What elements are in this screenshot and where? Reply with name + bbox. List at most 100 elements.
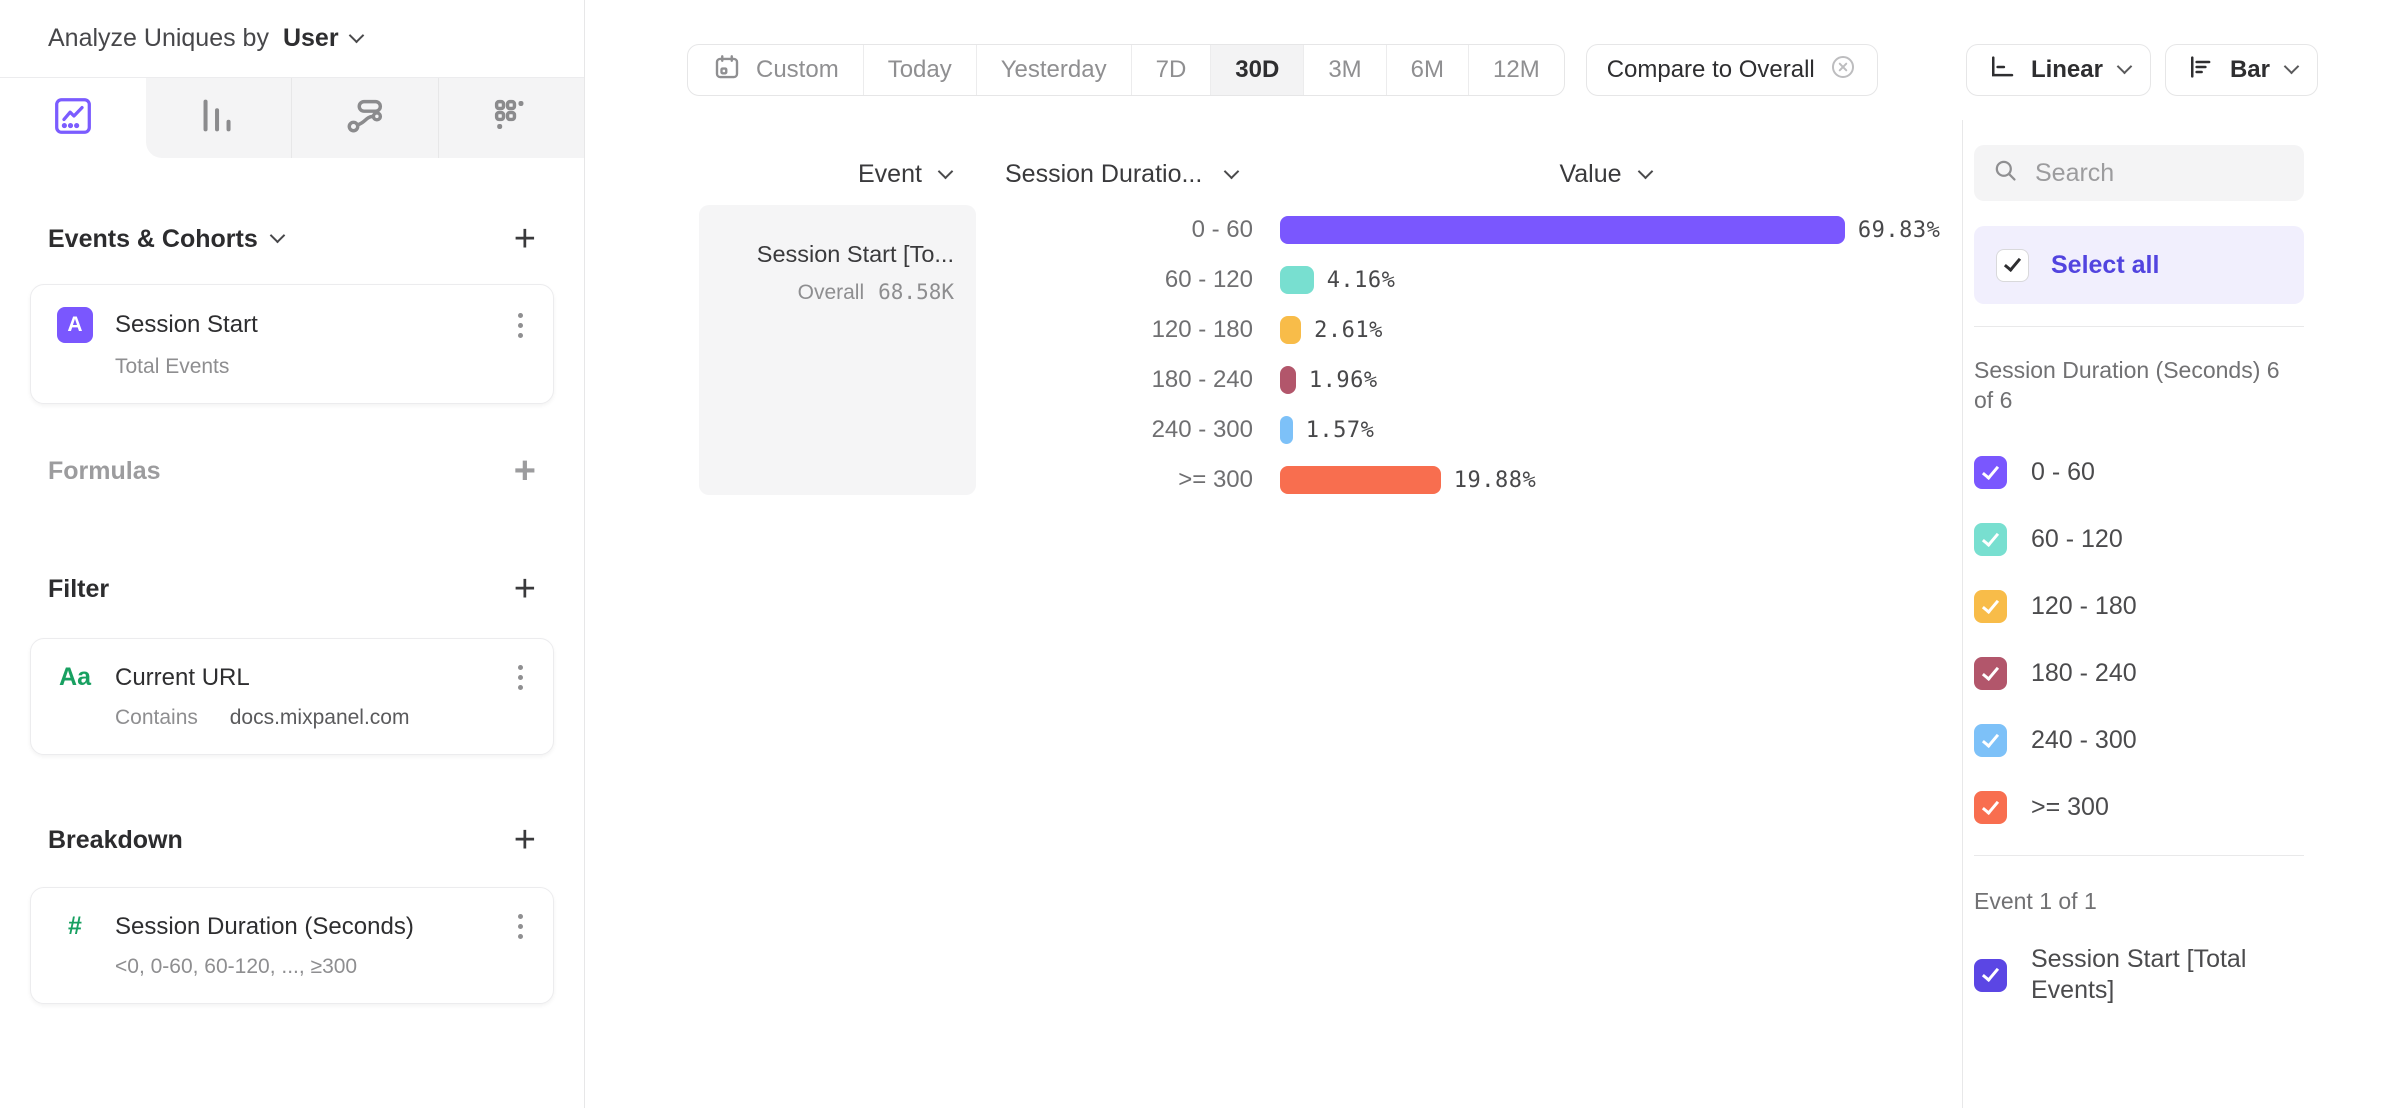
tab-bar-chart[interactable] xyxy=(145,78,291,158)
date-range-6m[interactable]: 6M xyxy=(1385,45,1468,95)
events-section-header: Events & Cohorts xyxy=(30,218,554,260)
category-label: 0 - 60 xyxy=(1191,216,1253,243)
bar-segment[interactable] xyxy=(1280,416,1293,444)
add-filter-button[interactable] xyxy=(514,570,536,608)
line-chart-icon xyxy=(50,93,96,144)
event-card-session-start[interactable]: A Session Start Total Events xyxy=(30,284,554,404)
legend-item[interactable]: 180 - 240 xyxy=(1974,640,2304,707)
bar-segment[interactable] xyxy=(1280,316,1302,344)
column-header-value[interactable]: Value xyxy=(1530,160,1680,189)
event-card-menu-icon[interactable] xyxy=(514,309,527,342)
category-label: >= 300 xyxy=(1178,466,1253,493)
overall-label: Overall xyxy=(797,281,865,304)
bar-row: 60 - 120 4.16% xyxy=(976,255,1940,305)
column-header-event[interactable]: Event xyxy=(858,160,954,189)
overall-value: 68.58K xyxy=(878,280,954,304)
filter-card-condition: Contains docs.mixpanel.com xyxy=(115,706,527,730)
legend-checkbox[interactable] xyxy=(1974,456,2007,489)
chevron-down-icon xyxy=(348,27,364,43)
bar-row: 120 - 180 2.61% xyxy=(976,305,1940,355)
event-group-label: Event 1 of 1 xyxy=(1974,888,2097,914)
string-property-icon: Aa xyxy=(59,663,91,691)
chevron-down-icon xyxy=(937,163,954,179)
bar-segment[interactable] xyxy=(1280,216,1845,244)
compare-to-overall-chip[interactable]: Compare to Overall xyxy=(1585,44,1878,96)
analyze-label: Analyze Uniques by xyxy=(48,24,269,52)
tab-flows[interactable] xyxy=(291,78,438,158)
events-section-title[interactable]: Events & Cohorts xyxy=(48,225,286,254)
event-summary-cell[interactable]: Session Start [To... Overall 68.58K xyxy=(699,205,976,495)
bar-value-label: 1.96% xyxy=(1308,367,1378,393)
metrics-grid-icon xyxy=(488,93,534,144)
add-formula-button[interactable] xyxy=(514,452,536,490)
date-range-today[interactable]: Today xyxy=(862,45,976,95)
remove-compare-icon[interactable] xyxy=(1829,53,1857,88)
tab-metrics[interactable] xyxy=(437,78,584,158)
query-sections: Events & Cohorts A Session Start Total E… xyxy=(0,158,584,1108)
bar-segment[interactable] xyxy=(1280,466,1441,494)
search-icon xyxy=(1992,157,2019,189)
add-breakdown-button[interactable] xyxy=(514,821,536,859)
bar-row: 0 - 60 69.83% xyxy=(976,205,1940,255)
legend-search[interactable] xyxy=(1974,145,2304,201)
legend-checkbox[interactable] xyxy=(1974,657,2007,690)
legend-item[interactable]: 0 - 60 xyxy=(1974,439,2304,506)
select-all-label: Select all xyxy=(2051,250,2160,279)
filter-section-header: Filter xyxy=(30,568,554,610)
date-range-7d[interactable]: 7D xyxy=(1130,45,1211,95)
legend-checkbox[interactable] xyxy=(1974,958,2007,992)
event-letter-badge: A xyxy=(57,307,93,343)
bar-row: >= 300 19.88% xyxy=(976,455,1940,505)
axis-scale-dropdown[interactable]: Linear xyxy=(1965,44,2151,96)
flows-icon xyxy=(342,93,388,144)
filter-card-current-url[interactable]: Aa Current URL Contains docs.mixpanel.co… xyxy=(30,638,554,755)
legend-panel: Select all Session Duration (Seconds) 6 … xyxy=(1962,120,2398,1108)
select-all-checkbox[interactable] xyxy=(1996,248,2029,282)
chevron-down-icon xyxy=(2116,58,2133,75)
bar-value-label: 69.83% xyxy=(1857,217,1941,243)
add-event-button[interactable] xyxy=(514,220,536,258)
column-header-breakdown[interactable]: Session Duratio... xyxy=(1005,160,1240,189)
analyze-by-dropdown[interactable]: User xyxy=(283,24,364,53)
legend-item-event[interactable]: Session Start [Total Events] xyxy=(1974,934,2304,1016)
legend-item[interactable]: 120 - 180 xyxy=(1974,573,2304,640)
breakdown-legend-items: 0 - 60 60 - 120 120 - 180 180 - 240 xyxy=(1974,439,2304,841)
legend-checkbox[interactable] xyxy=(1974,724,2007,757)
formulas-section-header: Formulas xyxy=(30,450,554,492)
tab-insights-chart[interactable] xyxy=(0,78,146,158)
legend-checkbox[interactable] xyxy=(1974,523,2007,556)
date-range-custom[interactable]: Custom xyxy=(688,45,863,95)
date-range-30d[interactable]: 30D xyxy=(1210,45,1304,95)
date-range-3m[interactable]: 3M xyxy=(1303,45,1385,95)
bar-segment[interactable] xyxy=(1280,266,1314,294)
legend-checkbox[interactable] xyxy=(1974,791,2007,824)
chart-type-tabs xyxy=(0,78,584,158)
bar-segment[interactable] xyxy=(1280,366,1296,394)
category-label: 180 - 240 xyxy=(1151,366,1253,393)
select-all-row[interactable]: Select all xyxy=(1974,226,2304,304)
query-builder-sidebar: Analyze Uniques by User xyxy=(0,0,585,1108)
legend-item[interactable]: >= 300 xyxy=(1974,774,2304,841)
divider xyxy=(1974,326,2304,327)
event-cell-title: Session Start [To... xyxy=(756,241,954,267)
bar-value-label: 2.61% xyxy=(1314,317,1383,343)
linear-axis-icon xyxy=(1987,52,2017,89)
breakdown-section-header: Breakdown xyxy=(30,819,554,861)
filter-section-title: Filter xyxy=(48,574,110,603)
divider xyxy=(1974,855,2304,856)
breakdown-card-menu-icon[interactable] xyxy=(514,910,527,943)
legend-item[interactable]: 240 - 300 xyxy=(1974,707,2304,774)
filter-card-menu-icon[interactable] xyxy=(514,661,527,694)
search-input[interactable] xyxy=(2035,158,2286,188)
chart-type-dropdown[interactable]: Bar xyxy=(2164,44,2318,96)
date-range-yesterday[interactable]: Yesterday xyxy=(975,45,1131,95)
breakdown-section-title: Breakdown xyxy=(48,825,183,854)
category-label: 120 - 180 xyxy=(1151,316,1253,343)
bar-value-label: 4.16% xyxy=(1326,267,1396,293)
breakdown-card-session-duration[interactable]: # Session Duration (Seconds) <0, 0-60, 6… xyxy=(30,887,554,1004)
legend-checkbox[interactable] xyxy=(1974,590,2007,623)
date-range-12m[interactable]: 12M xyxy=(1468,45,1564,95)
legend-item[interactable]: 60 - 120 xyxy=(1974,506,2304,573)
breakdown-card-title: Session Duration (Seconds) xyxy=(115,912,414,940)
